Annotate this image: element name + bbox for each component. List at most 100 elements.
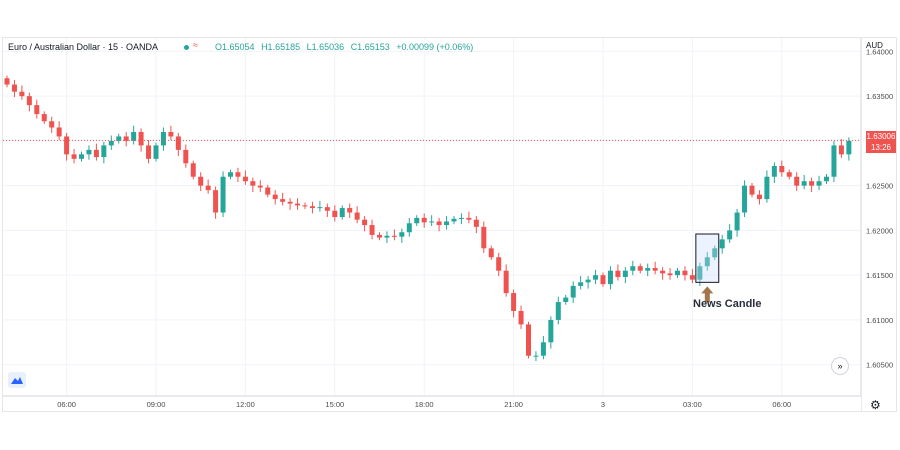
candle-body xyxy=(607,270,613,285)
candle xyxy=(235,167,241,183)
price-tick-label: 1.61000 xyxy=(866,316,893,325)
candle xyxy=(280,192,286,206)
low-value: L1.65036 xyxy=(306,42,345,52)
candle xyxy=(101,141,107,164)
candle xyxy=(488,245,494,260)
candle-body xyxy=(56,127,62,137)
candle xyxy=(86,145,92,160)
candle-body xyxy=(682,270,688,276)
candle-body xyxy=(116,136,122,141)
candle-body xyxy=(563,297,569,303)
candle xyxy=(116,133,122,144)
candle xyxy=(444,216,450,230)
candle xyxy=(391,229,397,241)
time-tick-label: 09:00 xyxy=(147,400,166,409)
candle-body xyxy=(362,219,368,226)
candle xyxy=(727,224,733,243)
price-tick-label: 1.61500 xyxy=(866,271,893,280)
candle-body xyxy=(719,239,725,249)
candle-body xyxy=(101,145,107,158)
candle xyxy=(801,174,807,190)
candle-body xyxy=(160,131,166,146)
candle xyxy=(160,127,166,151)
candle-body xyxy=(354,212,360,220)
gear-icon[interactable]: ⚙ xyxy=(870,398,881,412)
candle-body xyxy=(26,96,32,106)
candle xyxy=(458,213,464,225)
candle-body xyxy=(205,185,211,191)
candle xyxy=(436,217,442,232)
candlestick-chart[interactable]: 1.640001.635001.630001.625001.620001.615… xyxy=(3,38,897,412)
candle xyxy=(347,203,353,218)
candle-body xyxy=(41,114,47,122)
candle-body xyxy=(496,257,502,271)
candle-body xyxy=(332,210,338,217)
candle-body xyxy=(250,181,256,186)
tradingview-logo-icon[interactable] xyxy=(8,372,26,388)
candle xyxy=(563,294,569,305)
price-tick-label: 1.62000 xyxy=(866,226,893,235)
chart-frame[interactable]: 1.640001.635001.630001.625001.620001.615… xyxy=(2,37,897,412)
candle-body xyxy=(630,266,636,271)
candle xyxy=(675,268,680,278)
candle-body xyxy=(488,248,494,258)
candle xyxy=(548,316,554,349)
candle xyxy=(779,160,785,177)
time-axis[interactable]: 06:00 09:00 12:00 15:00 18:00 21:00 3 03:00 06:0… xyxy=(3,395,861,412)
candle-body xyxy=(667,273,673,276)
candle xyxy=(295,198,301,210)
last-price: 1.63006 xyxy=(866,132,896,141)
candle xyxy=(645,263,651,277)
candle xyxy=(362,216,368,232)
candle-body xyxy=(347,208,353,213)
market-open-dot-icon xyxy=(184,45,189,50)
candle-body xyxy=(742,185,748,213)
candle-body xyxy=(764,176,770,200)
candle-body xyxy=(123,136,129,141)
candle xyxy=(630,260,636,276)
candle xyxy=(466,211,472,224)
candle-body xyxy=(779,165,785,173)
candle-body xyxy=(406,223,412,233)
candle-body xyxy=(168,131,174,137)
candle-body xyxy=(11,84,17,92)
candle xyxy=(831,140,837,183)
candle-body xyxy=(339,208,345,217)
candle xyxy=(332,205,338,222)
candle-body xyxy=(280,199,286,202)
close-value: C1.65153 xyxy=(350,42,390,52)
candle xyxy=(153,142,159,162)
candle-body xyxy=(660,270,666,274)
candle-body xyxy=(198,176,204,186)
candle-body xyxy=(555,302,561,320)
candle-body xyxy=(414,217,420,224)
candle-body xyxy=(384,235,390,238)
candle-body xyxy=(235,172,241,177)
candle xyxy=(257,180,263,192)
candle xyxy=(749,182,755,198)
candle xyxy=(816,175,822,191)
candle-body xyxy=(79,154,84,159)
candle xyxy=(49,116,55,133)
candle xyxy=(4,75,10,88)
candle xyxy=(570,281,576,303)
candle xyxy=(771,162,777,183)
currency-label[interactable]: AUD xyxy=(866,41,883,50)
symbol-title[interactable]: Euro / Australian Dollar · 15 · OANDA xyxy=(8,42,159,52)
candle xyxy=(600,272,606,287)
candle xyxy=(682,266,688,281)
candle-body xyxy=(689,275,695,280)
candle xyxy=(578,276,584,290)
price-axis[interactable]: 1.640001.635001.630001.625001.620001.615… xyxy=(860,38,893,412)
candle xyxy=(309,201,315,214)
candle xyxy=(265,184,271,198)
candle-body xyxy=(615,270,621,277)
candle-body xyxy=(4,78,10,85)
price-tick-label: 1.62500 xyxy=(866,182,893,191)
candle xyxy=(339,205,345,220)
candle-body xyxy=(220,176,226,213)
bar-countdown: 13:26 xyxy=(870,143,892,152)
candle xyxy=(794,172,800,192)
scroll-to-realtime-icon[interactable]: » xyxy=(831,357,849,375)
candle-body xyxy=(287,201,293,204)
